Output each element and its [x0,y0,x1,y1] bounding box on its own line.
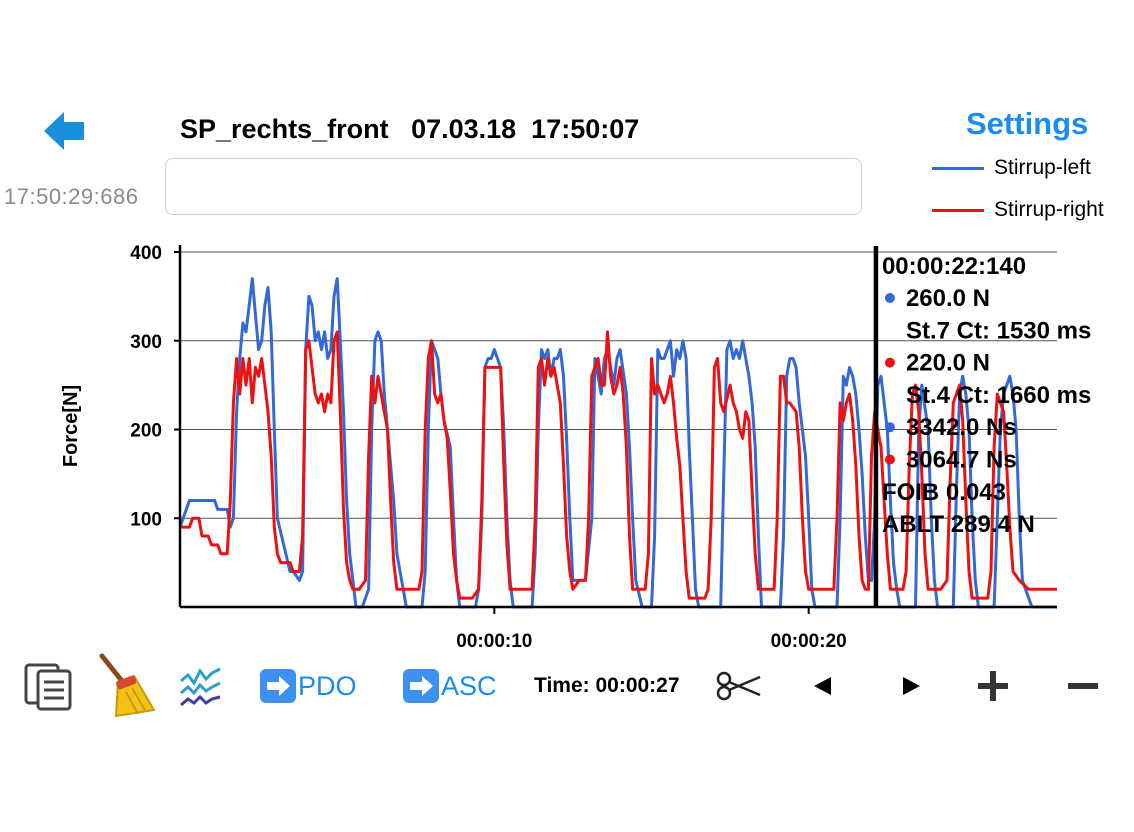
settings-button[interactable]: Settings [966,106,1089,141]
cursor-readout-line: FOIB 0.043 [882,479,1006,506]
zoom-out-button[interactable] [1066,660,1100,712]
cursor-series-dot [884,357,895,368]
arrow-left-icon [44,112,84,150]
export-pdo-button[interactable]: PDO [260,660,357,712]
legend-item-right: Stirrup-right [932,198,1104,222]
series-line-stirrup-right [180,330,1057,600]
arrow-right-icon [260,669,296,703]
plus-icon [978,671,1008,701]
legend-label: Stirrup-left [994,156,1091,179]
force-chart[interactable]: 100 200 300 400 00:00:10 00:00:20 Force[N] 00… [0,235,1134,655]
legend-swatch [932,208,984,212]
curves-icon [180,667,221,707]
y-tick-label: 200 [130,421,162,442]
current-timestamp: 17:50:29:686 [4,184,139,209]
legend-label: Stirrup-right [994,198,1104,221]
legend-swatch [932,166,984,170]
y-tick-label: 100 [130,509,162,530]
triangle-right-icon [903,677,920,695]
cursor-readout-line: 3342.0 Ns [906,414,1017,441]
time-readout: Time: 00:00:27 [534,674,680,697]
minus-icon [1068,683,1098,689]
y-tick-label: 400 [130,243,162,264]
note-input[interactable] [165,158,862,215]
clear-button[interactable] [94,650,158,720]
broom-icon [99,653,156,718]
cut-button[interactable] [716,660,762,712]
copy-button[interactable] [22,660,74,712]
export-asc-button[interactable]: ASC [403,660,497,712]
triangle-left-icon [814,677,831,695]
cursor-series-dot [884,454,895,465]
cursor-readout-line: 220.0 N [906,350,990,377]
page-title: SP_rechts_front 07.03.18 17:50:07 [180,114,640,144]
pdo-label: PDO [298,670,357,701]
cursor-series-dot [884,422,895,433]
legend-item-left: Stirrup-left [932,156,1091,180]
y-axis-label: Force[N] [60,385,82,467]
asc-label: ASC [441,670,497,701]
x-tick-label: 00:00:10 [456,631,532,652]
cursor-time-label: 00:00:22:140 [882,253,1026,280]
series-line-stirrup-left [178,277,1057,609]
cursor-series-dot [884,293,895,303]
cursor-readout-line: 3064.7 Ns [906,447,1017,474]
next-button[interactable] [898,660,924,712]
scissors-icon [716,671,761,701]
x-tick-label: 00:00:20 [771,631,847,652]
clipboard-icon [24,663,72,711]
cursor-readout-line: St.4 Ct: 1660 ms [906,382,1091,409]
previous-button[interactable] [810,660,836,712]
back-button[interactable] [40,108,90,154]
cursor-readout-line: 260.0 N [906,285,990,312]
y-tick-label: 300 [130,332,162,353]
zoom-in-button[interactable] [976,660,1010,712]
cursor-readout-line: ABLT 289.4 N [882,511,1035,538]
curves-button[interactable] [178,660,224,712]
arrow-right-icon [403,669,439,703]
cursor-readout-line: St.7 Ct: 1530 ms [906,317,1091,344]
